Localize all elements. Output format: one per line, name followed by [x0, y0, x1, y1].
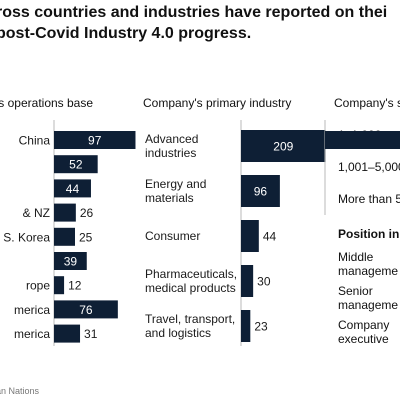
- size-label-2: 1,001–5,000: [338, 160, 400, 174]
- size-label-3: More than 5: [338, 192, 400, 206]
- operations-category-7: merica: [14, 303, 50, 317]
- operations-value-7: 76: [79, 303, 93, 317]
- chart-title-line-2: post-Covid Industry 4.0 progress.: [0, 25, 252, 42]
- operations-category-0: China: [19, 134, 51, 148]
- operations-bar-2: [54, 179, 91, 198]
- operations-category-6: rope: [26, 279, 50, 293]
- industry-category-4-line-1: and logistics: [145, 326, 211, 340]
- operations-value-8: 31: [84, 327, 98, 341]
- industry-value-1: 96: [254, 185, 268, 199]
- industry-category-4-line-0: Travel, transport,: [145, 312, 235, 326]
- industry-value-2: 44: [263, 230, 277, 244]
- position-label-1-line-2: manageme: [338, 264, 399, 278]
- source-note: an Nations: [0, 386, 40, 396]
- industry-value-0: 209: [273, 140, 293, 154]
- operations-bar-3: [54, 203, 76, 222]
- operations-value-3: 26: [80, 206, 94, 220]
- position-label-3: Company executive: [338, 318, 389, 346]
- chart-title-line-1: ross countries and industries have repor…: [0, 4, 388, 21]
- operations-category-3: & NZ: [23, 206, 50, 220]
- industry-bar-0: [241, 130, 326, 162]
- industry-bar-4: [241, 310, 251, 342]
- size-bar-0: [325, 131, 400, 149]
- operations-value-0: 97: [88, 134, 102, 148]
- operations-bar-6: [54, 276, 65, 295]
- panel-header-primary-industry: Company's primary industry: [143, 96, 292, 110]
- position-label-2: Senior manageme: [338, 284, 398, 312]
- industry-value-3: 30: [257, 275, 271, 289]
- panel-header-operations-base: 's operations base: [0, 96, 94, 110]
- industry-value-4: 23: [254, 320, 268, 334]
- operations-value-5: 39: [64, 255, 78, 269]
- panel-header-company-size: Company's s: [334, 96, 400, 110]
- position-label-1-line-1: Middle: [338, 250, 374, 264]
- position-label-3-line-2: executive: [338, 332, 389, 346]
- position-label-1: Middle manageme: [338, 250, 398, 278]
- operations-value-6: 12: [68, 279, 82, 293]
- industry-category-3-line-0: Pharmaceuticals,: [145, 267, 237, 281]
- industry-category-0-line-0: Advanced: [145, 132, 198, 146]
- operations-bar-0: [54, 131, 136, 149]
- industry-category-0-line-1: industries: [145, 146, 196, 160]
- industry-category-1-line-1: materials: [145, 191, 194, 205]
- position-subheader: Position in c: [338, 227, 400, 241]
- operations-value-2: 44: [66, 182, 80, 196]
- industry-bar-3: [241, 265, 254, 297]
- position-label-3-line-1: Company: [338, 318, 390, 332]
- position-label-2-line-1: Senior: [338, 284, 373, 298]
- operations-bar-7: [54, 300, 118, 319]
- chart-title: ross countries and industries have repor…: [0, 2, 400, 44]
- position-label-2-line-2: manageme: [338, 298, 399, 312]
- industry-bar-1: [241, 175, 280, 207]
- operations-bar-4: [54, 227, 75, 246]
- operations-bar-1: [54, 155, 98, 174]
- operations-bar-5: [54, 252, 87, 270]
- industry-bar-2: [241, 220, 259, 252]
- operations-value-1: 52: [69, 158, 83, 172]
- operations-value-4: 25: [79, 230, 93, 244]
- operations-bar-8: [54, 324, 81, 343]
- operations-category-8: merica: [14, 327, 50, 341]
- industry-category-2-line-0: Consumer: [145, 229, 200, 243]
- operations-category-4: S. Korea: [3, 230, 50, 244]
- industry-category-3-line-1: medical products: [145, 281, 236, 295]
- industry-category-1-line-0: Energy and: [145, 177, 206, 191]
